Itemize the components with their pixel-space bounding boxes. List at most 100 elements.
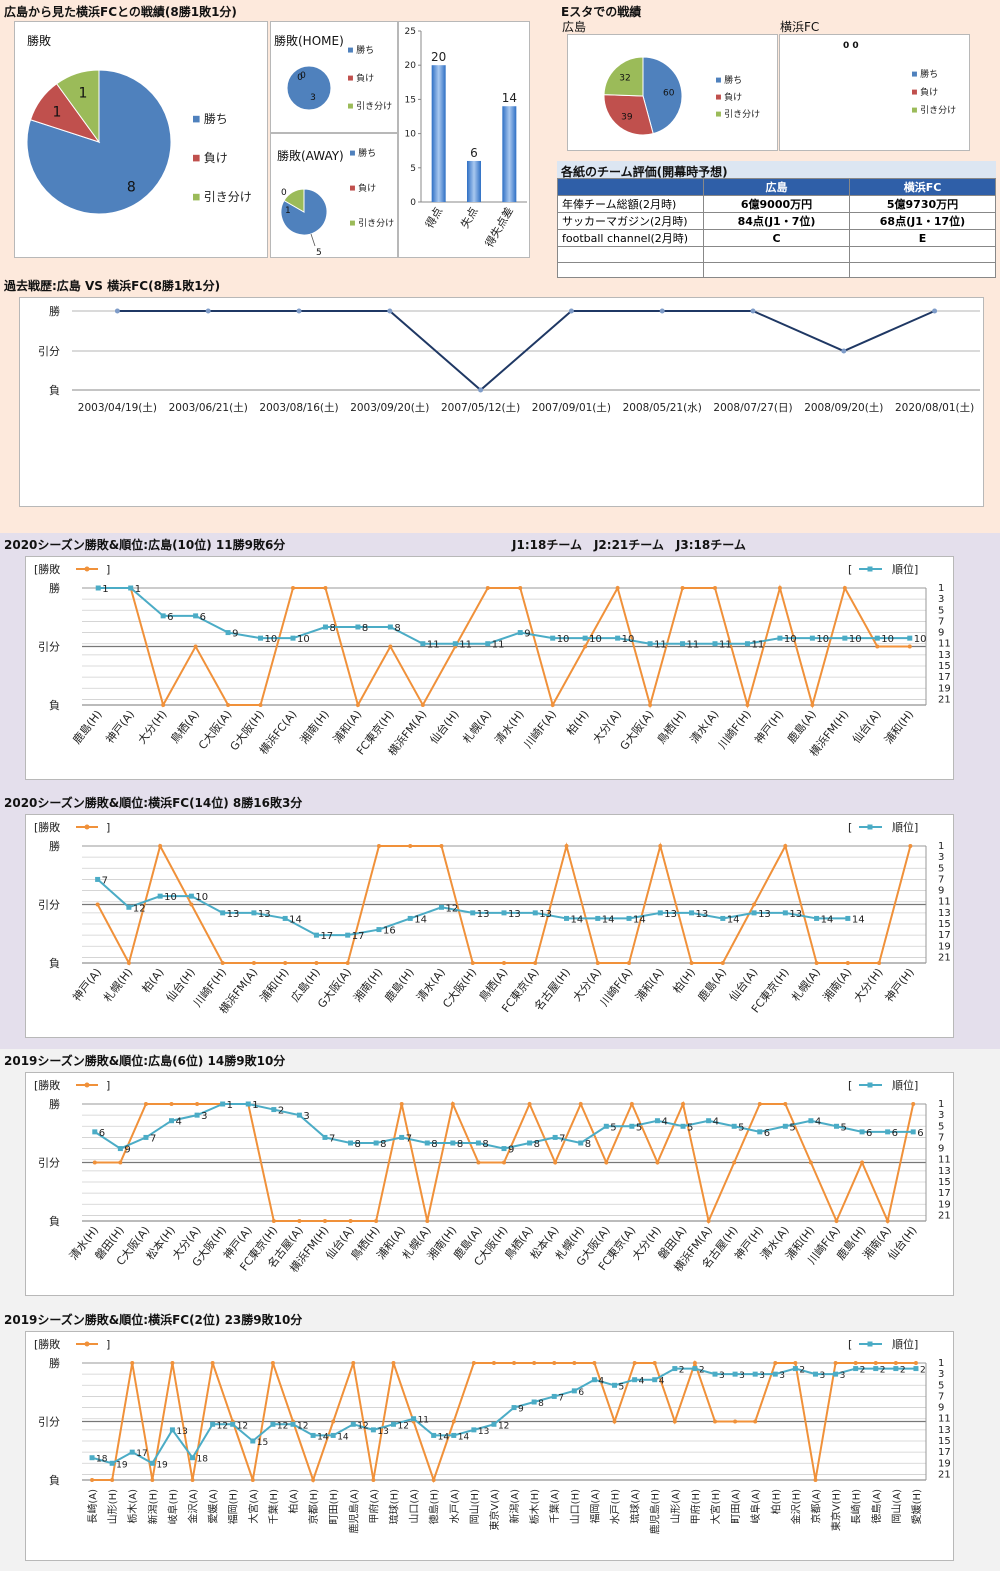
rank-tick-label: 17 [938, 930, 951, 941]
rank-data-label: 13 [227, 909, 240, 920]
legend-label: 引き分け [724, 109, 760, 120]
rank-data-label: 14 [727, 914, 740, 925]
rank-point [345, 932, 351, 938]
rank-point [420, 641, 426, 647]
rank-point [251, 910, 257, 916]
rank-data-label: 11 [719, 640, 732, 651]
rank-point [126, 904, 132, 910]
result-point [553, 1160, 558, 1165]
x-tick-label: 失点 [458, 205, 480, 231]
legend-bracket: ] [106, 1338, 110, 1351]
estadium-yokohama-panel: 0 0 勝ち 負け 引き分け [779, 34, 970, 151]
rank-tick-label: 21 [938, 1210, 951, 1221]
rank-point [833, 1123, 839, 1129]
x-tick-label: 京都(H) [307, 1489, 320, 1524]
result-point [706, 1219, 711, 1223]
rank-data-label: 13 [696, 909, 709, 920]
legend-label: [勝敗 [34, 562, 60, 576]
legend-swatch [716, 94, 721, 100]
legend-bracket: [ [848, 1338, 852, 1351]
result-point [450, 1102, 455, 1106]
legend-label: 勝ち [920, 68, 938, 80]
rank-point [157, 893, 163, 899]
summary-title: 広島から見た横浜FCとの戦績(8勝1敗1分) [4, 5, 237, 19]
x-tick-label: 金沢(H) [789, 1489, 802, 1524]
legend-label: 負け [356, 72, 374, 84]
away-pie-label: 勝敗(AWAY) [277, 149, 344, 163]
rank-point [571, 1388, 577, 1394]
rank-data-label: 8 [362, 623, 368, 634]
result-point [251, 961, 256, 965]
legend-bracket: ] [106, 821, 110, 834]
rank-point [109, 1460, 115, 1466]
x-tick-label: 栃木(H) [528, 1489, 541, 1524]
rank-tick-label: 7 [938, 874, 944, 885]
result-point [752, 902, 757, 907]
rank-point [552, 1134, 558, 1140]
result-point [95, 902, 100, 907]
y-label: 勝 [49, 304, 60, 318]
season-chart-title: 2019シーズン勝敗&順位:広島(6位) 14勝9敗10分 [4, 1054, 286, 1068]
y-label: 勝 [49, 839, 60, 853]
legend-label: 順位] [892, 1337, 918, 1351]
rank-point [907, 635, 913, 641]
pie-data-label: 8 [127, 179, 136, 195]
rank-data-label: 14 [414, 914, 427, 925]
pie-data-label: 1 [78, 86, 87, 102]
rank-data-label: 2 [880, 1366, 886, 1376]
rank-tick-label: 19 [938, 1458, 951, 1469]
eval-label [557, 261, 704, 278]
result-point [813, 1478, 818, 1482]
pie-data-label: 60 [663, 89, 675, 99]
result-line [117, 310, 936, 392]
result-point [150, 1478, 155, 1482]
legend-marker-rank [867, 566, 873, 572]
rank-point [169, 1427, 175, 1433]
y-tick-label: 5 [410, 164, 416, 174]
eval-label: 年俸チーム総額(2月時) [557, 195, 704, 213]
rank-point [595, 915, 601, 921]
rank-data-label: 5 [619, 1382, 625, 1392]
x-tick-label: 琉球(H) [387, 1489, 400, 1524]
x-tick-label: 大分(H) [851, 965, 886, 1004]
legend-marker-rank [867, 824, 873, 830]
rank-data-label: 8 [538, 1399, 544, 1409]
rank-data-label: 9 [508, 1145, 514, 1156]
result-point [877, 961, 882, 965]
rank-data-label: 8 [394, 623, 400, 634]
x-tick-label: 柏(A) [287, 1489, 300, 1514]
x-tick-label: 2003/08/16(土) [259, 401, 338, 414]
rank-data-label: 17 [352, 931, 365, 942]
season-chart-panel: [勝敗][順位] 1 3 5 7 9 11 13 15 17 19 21 勝引分負 7 12 10 10 13 13… [25, 814, 954, 1038]
result-point [629, 1102, 634, 1106]
rank-data-label: 5 [738, 1122, 744, 1133]
rank-data-label: 10 [914, 634, 927, 645]
x-tick-label: 鹿島(A) [784, 707, 818, 746]
rank-data-label: 12 [133, 903, 146, 914]
rank-point [330, 1432, 336, 1438]
x-tick-label: 長崎(A) [86, 1489, 99, 1524]
x-tick-label: 仙台(A) [849, 707, 883, 746]
result-point [648, 703, 653, 707]
rank-point [313, 932, 319, 938]
legend-swatch [193, 115, 200, 123]
rank-point [210, 1421, 216, 1427]
rank-data-label: 6 [866, 1128, 872, 1139]
bar [502, 106, 517, 202]
x-tick-label: 大宮(A) [247, 1489, 260, 1524]
y-label: 負 [49, 1474, 60, 1487]
x-tick-label: 清水(A) [688, 708, 722, 746]
legend-bracket: [ [848, 1079, 852, 1092]
rank-point [564, 915, 570, 921]
eval-label [557, 246, 704, 263]
rank-point [680, 1123, 686, 1129]
pie-slice [26, 69, 172, 215]
eval-value-yokohama: E [849, 229, 996, 247]
x-tick-label: 仙台(H) [427, 707, 462, 746]
legend-swatch [348, 103, 353, 109]
result-point [783, 844, 788, 848]
rank-point [626, 915, 632, 921]
result-point [658, 844, 663, 848]
x-tick-label: 浦和(A) [633, 966, 667, 1004]
rank-data-label: 10 [557, 634, 570, 645]
